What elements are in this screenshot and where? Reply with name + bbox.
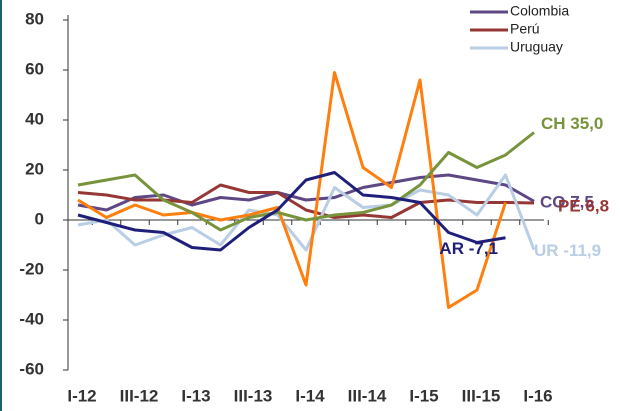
- x-tick-label: I-15: [409, 386, 438, 405]
- series-line: [77, 131, 535, 232]
- x-tick-label: I-14: [295, 386, 325, 405]
- x-tick-label: I-12: [67, 386, 96, 405]
- y-tick-label: -20: [19, 259, 44, 278]
- x-tick-label: III-15: [462, 386, 501, 405]
- end-label: PE 6,8: [558, 196, 609, 215]
- x-tick-label: III-13: [234, 386, 273, 405]
- end-label: CH 35,0: [541, 114, 603, 133]
- series-line: [77, 173, 535, 212]
- y-tick-label: 80: [25, 9, 44, 28]
- x-tick-label: I-16: [523, 386, 552, 405]
- y-tick-label: 0: [35, 209, 44, 228]
- series-line: [77, 173, 536, 252]
- end-label: AR -7,1: [439, 239, 498, 258]
- y-tick-label: 40: [25, 109, 44, 128]
- y-tick-label: 20: [25, 159, 44, 178]
- series-line: [77, 171, 506, 252]
- y-tick-label: -40: [19, 309, 44, 328]
- left-border: [0, 0, 2, 411]
- legend-label: Colombia: [510, 3, 569, 19]
- x-tick-label: III-14: [348, 386, 387, 405]
- end-label: CO 7,5: [540, 193, 594, 212]
- y-tick-label: -60: [19, 359, 44, 378]
- end-label: UR -11,9: [534, 241, 601, 260]
- legend-label: Uruguay: [510, 39, 563, 55]
- legend-label: Perú: [510, 21, 540, 37]
- series-line: [77, 71, 507, 309]
- x-tick-label: III-12: [120, 386, 159, 405]
- x-tick-label: I-13: [181, 386, 210, 405]
- y-tick-label: 60: [25, 59, 44, 78]
